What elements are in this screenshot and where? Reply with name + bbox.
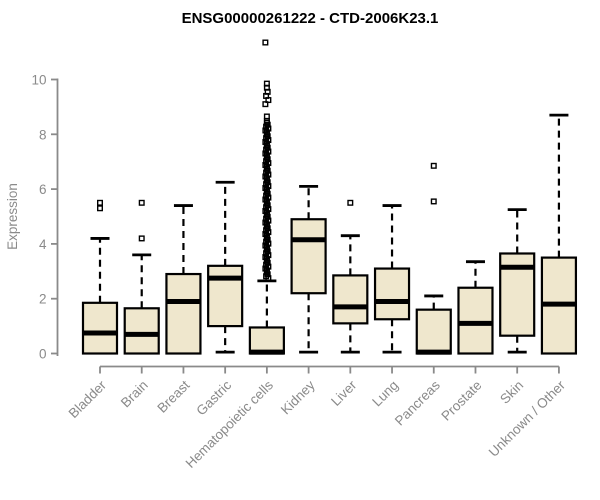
- y-tick-label: 4: [39, 237, 47, 252]
- box-iqr: [123, 307, 160, 355]
- y-tick-label: 0: [39, 347, 47, 362]
- y-tick-label: 6: [39, 182, 47, 197]
- box-group-skin: [499, 208, 536, 354]
- box-group-breast: [165, 204, 202, 355]
- x-category-label: Unknown / Other: [486, 377, 569, 460]
- x-category-label: Breast: [154, 377, 192, 415]
- outlier-point: [138, 199, 145, 206]
- box-group-bladder: [81, 199, 119, 355]
- x-category-label: Liver: [328, 377, 360, 409]
- outlier-point: [430, 162, 437, 169]
- box-iqr: [457, 286, 494, 355]
- y-tick-label: 2: [39, 292, 47, 307]
- box-group-brain: [123, 199, 160, 355]
- x-category-label: Brain: [118, 378, 151, 411]
- outlier-point: [262, 39, 269, 46]
- box-group-pancreas: [415, 162, 452, 355]
- box-group-prostate: [457, 260, 494, 355]
- box-iqr: [248, 326, 285, 355]
- x-category-label: Prostate: [438, 378, 484, 424]
- box-iqr: [415, 308, 452, 355]
- box-group-unknown-other: [540, 113, 578, 355]
- outlier-point: [347, 199, 354, 206]
- box-group-gastric: [207, 180, 244, 354]
- x-category-label: Gastric: [193, 377, 234, 418]
- outlier-point: [96, 199, 103, 206]
- x-category-label: Pancreas: [392, 377, 443, 428]
- box-iqr: [165, 272, 202, 355]
- outlier-point: [430, 198, 437, 205]
- box-iqr: [373, 267, 411, 321]
- outlier-point: [263, 80, 270, 87]
- box-group-lung: [373, 204, 411, 354]
- outlier-point: [263, 117, 270, 124]
- y-axis-title: Expression: [5, 183, 20, 250]
- x-category-label: Skin: [497, 378, 526, 407]
- x-category-label: Kidney: [278, 377, 318, 417]
- box-iqr: [290, 218, 327, 295]
- box-group-hematopoietic-cells: [248, 39, 285, 355]
- box-group-kidney: [290, 184, 327, 354]
- box-iqr: [332, 274, 369, 325]
- outlier-point: [138, 235, 145, 242]
- x-category-label: Bladder: [66, 377, 110, 421]
- box-iqr: [81, 301, 119, 355]
- chart-title: ENSG00000261222 - CTD-2006K23.1: [181, 10, 439, 27]
- box-iqr: [207, 264, 244, 328]
- outlier-point: [96, 205, 103, 212]
- y-tick-label: 8: [39, 127, 47, 142]
- x-category-label: Lung: [369, 378, 401, 410]
- box-group-liver: [332, 199, 369, 354]
- y-tick-label: 10: [31, 73, 46, 88]
